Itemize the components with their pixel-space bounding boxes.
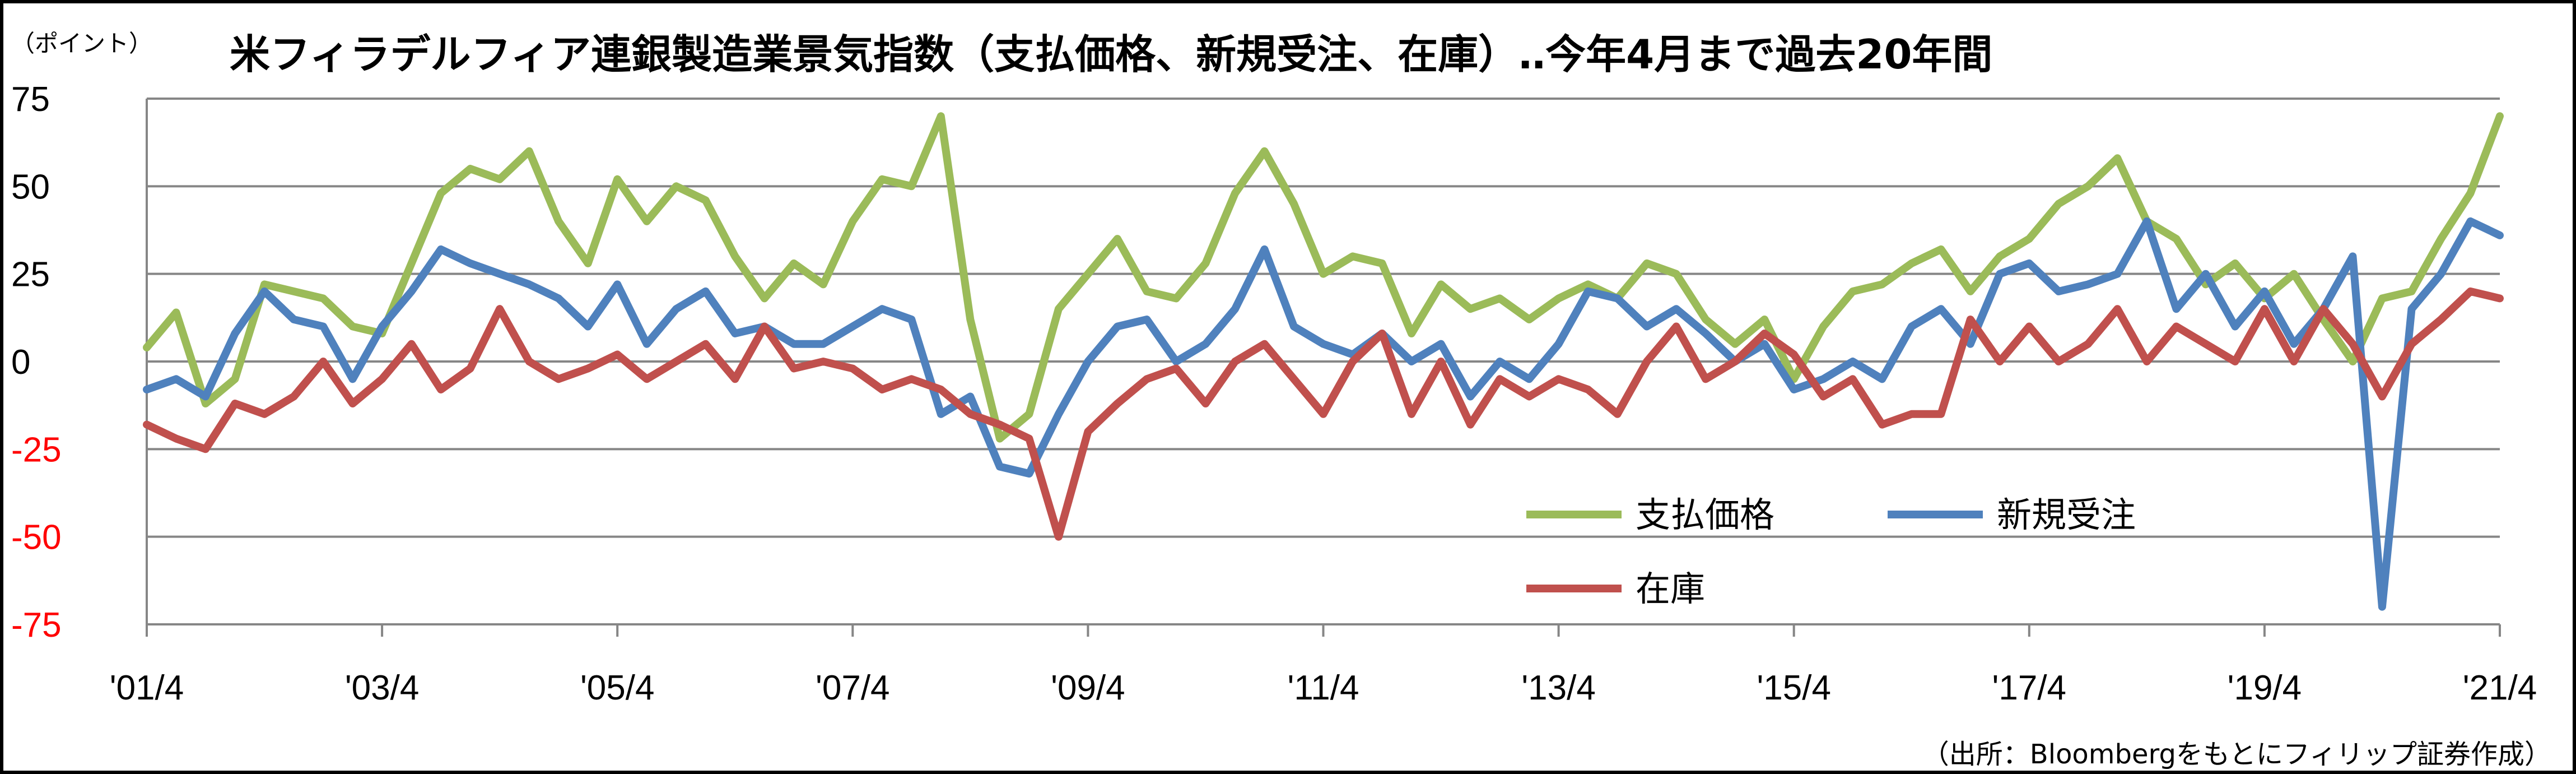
- y-tick-label: -75: [11, 606, 62, 645]
- x-tick-label: '15/4: [1757, 669, 1831, 707]
- source-note: （出所：Bloombergをもとにフィリップ証券作成）: [1922, 739, 2551, 770]
- x-tick-label: '01/4: [110, 669, 184, 707]
- line-new-orders: [143, 217, 2504, 611]
- y-tick-label: 50: [11, 168, 50, 206]
- x-tick-label: '03/4: [345, 669, 420, 707]
- x-tick-label: '11/4: [1288, 669, 1359, 707]
- y-tick-label: 75: [11, 80, 50, 119]
- x-tick-label: '09/4: [1051, 669, 1125, 707]
- legend-label-inventory: 在庫: [1636, 568, 1705, 609]
- unit-label: （ポイント）: [11, 30, 152, 57]
- y-tick-label: -25: [11, 430, 62, 469]
- x-tick-label: '17/4: [1992, 669, 2067, 707]
- line-inventory: [143, 287, 2504, 541]
- x-tick-label: '05/4: [580, 669, 655, 707]
- x-tick-label: '13/4: [1521, 669, 1596, 707]
- y-axis-ticks: 75 50 25 0 -25 -50 -75: [11, 80, 62, 645]
- legend-label-prices: 支払価格: [1636, 494, 1774, 535]
- y-tick-label: 0: [11, 343, 30, 382]
- x-tick-label: '19/4: [2228, 669, 2302, 707]
- y-tick-label: -50: [11, 518, 62, 557]
- x-axis: '01/4 '03/4 '05/4 '07/4 '09/4 '11/4 '13/4 '15/4…: [110, 99, 2537, 707]
- chart-title: 米フィラデルフィア連銀製造業景気指数（支払価格、新規受注、在庫）‥今年4月まで過…: [230, 31, 1992, 78]
- x-tick-label: '21/4: [2463, 669, 2537, 707]
- legend: 支払価格 新規受注 在庫: [1526, 494, 2136, 609]
- y-tick-label: 25: [11, 256, 50, 294]
- legend-label-new-orders: 新規受注: [1997, 494, 2136, 535]
- line-prices-paid: [143, 112, 2504, 443]
- series-lines: [143, 112, 2504, 611]
- x-tick-label: '07/4: [816, 669, 890, 707]
